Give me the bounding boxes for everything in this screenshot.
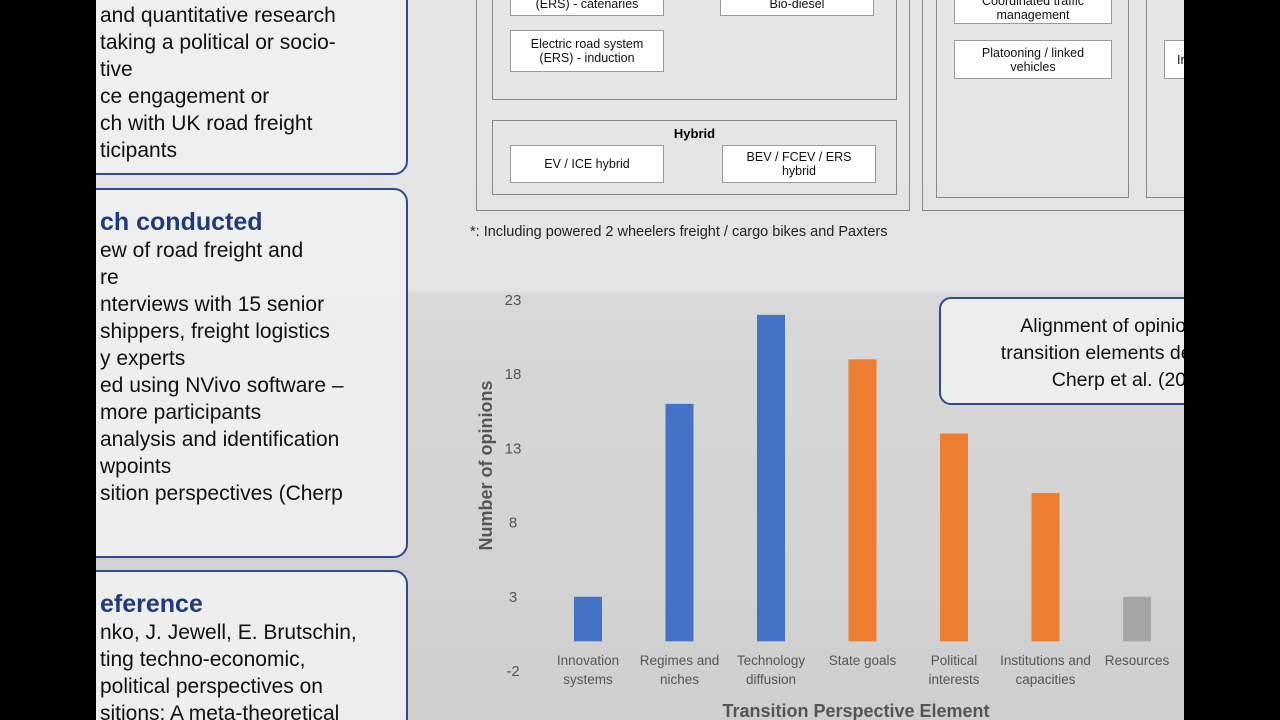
panel-line: ting techno-economic, bbox=[100, 648, 306, 671]
annotation-line: transition elements def bbox=[1000, 342, 1184, 364]
panel-line: taking a political or socio- bbox=[100, 31, 336, 54]
panel-line: shippers, freight logistics bbox=[100, 320, 330, 343]
panel: and quantitative research taking a politi… bbox=[96, 0, 408, 175]
footnote: *: Including powered 2 wheelers freight … bbox=[470, 224, 888, 240]
x-tick-label: Regimes and niches bbox=[639, 653, 720, 687]
panel-line: analysis and identification bbox=[100, 428, 340, 451]
y-tick-label: 23 bbox=[505, 292, 522, 309]
panel-line: nterviews with 15 senior bbox=[100, 293, 325, 316]
bar bbox=[848, 359, 877, 642]
box-title: Hybrid bbox=[673, 126, 716, 141]
bar bbox=[1123, 596, 1151, 642]
box: Coordinated traffic management bbox=[954, 0, 1112, 24]
panel-line: y experts bbox=[100, 347, 186, 370]
diagram-frame bbox=[1146, 0, 1184, 198]
panel: eference nko, J. Jewell, E. Brutschin, tin… bbox=[96, 570, 408, 720]
panel-heading: ch conducted bbox=[100, 208, 263, 236]
diagram-frame bbox=[492, 0, 897, 100]
annotation-line: Alignment of opinion bbox=[1020, 315, 1184, 337]
annotation-line: Cherp et al. (201 bbox=[1051, 369, 1184, 391]
panel-line: tive bbox=[100, 58, 133, 81]
bar bbox=[1031, 492, 1060, 642]
poster: and quantitative research taking a politi… bbox=[96, 0, 1184, 720]
diagram-frame bbox=[492, 120, 897, 195]
y-tick-label: 18 bbox=[505, 366, 522, 383]
panel-line: nko, J. Jewell, E. Brutschin, bbox=[100, 621, 357, 644]
box: EV / ICE hybrid bbox=[510, 145, 664, 183]
panel-line: ed using NVivo software – bbox=[100, 374, 344, 397]
bar bbox=[940, 433, 968, 642]
panel-line: ticipants bbox=[100, 139, 178, 162]
panel-line: sition perspectives (Cherp bbox=[100, 482, 343, 505]
x-tick-label: Resources bbox=[1104, 653, 1170, 668]
y-tick-label: 3 bbox=[509, 589, 517, 606]
panel-line: ce engagement or bbox=[100, 85, 270, 108]
x-tick-label: Innovation systems bbox=[556, 653, 620, 687]
y-axis-title: Number of opinions bbox=[476, 381, 496, 551]
x-tick-label: Political interests bbox=[928, 653, 980, 687]
annotation: Alignment of opinion transition elements … bbox=[939, 297, 1184, 405]
bar bbox=[757, 314, 785, 642]
box: Platooning / linked vehicles bbox=[954, 40, 1112, 79]
chart: 23 18 13 8 3 -2 Number of opinions Transition P… bbox=[476, 292, 1151, 720]
box: BEV / FCEV / ERS hybrid bbox=[722, 145, 876, 183]
panel-line: sitions: A meta-theoretical bbox=[100, 702, 340, 720]
panel-heading: eference bbox=[100, 590, 203, 618]
x-tick-label: Institutions and capacities bbox=[1000, 653, 1091, 687]
box: (ERS) - catenaries bbox=[510, 0, 664, 16]
panel-line: more participants bbox=[100, 401, 262, 424]
x-tick-label: Technology diffusion bbox=[736, 653, 806, 687]
box: Bio-diesel bbox=[720, 0, 874, 16]
panel-line: and quantitative research bbox=[100, 4, 336, 27]
panel-line: re bbox=[100, 266, 119, 289]
y-tick-label: 13 bbox=[505, 440, 522, 457]
panel-line: political perspectives on bbox=[100, 675, 323, 698]
bar bbox=[574, 596, 602, 642]
diagram-frame bbox=[922, 0, 1184, 211]
box: Electric road system (ERS) - induction bbox=[510, 30, 664, 72]
y-tick-label: -2 bbox=[506, 663, 519, 680]
diagram-frame bbox=[476, 0, 910, 211]
panel-line: wpoints bbox=[100, 455, 172, 478]
panel-line: ch with UK road freight bbox=[100, 112, 313, 135]
x-tick-label: State goals bbox=[828, 653, 897, 668]
panel-line: ew of road freight and bbox=[100, 239, 304, 262]
x-axis-title: Transition Perspective Element bbox=[722, 701, 989, 720]
diagram-frame bbox=[936, 0, 1129, 198]
y-tick-label: 8 bbox=[509, 515, 517, 532]
panel: ch conducted ew of road freight and re nter… bbox=[96, 188, 408, 558]
bar bbox=[665, 403, 694, 642]
box: Im bbox=[1164, 40, 1184, 79]
